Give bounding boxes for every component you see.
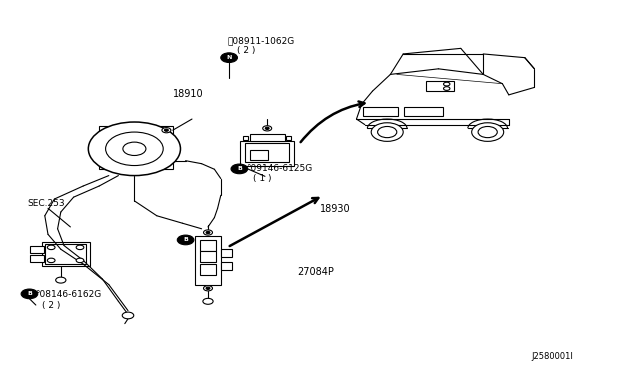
Text: SEC.253: SEC.253 [27,199,65,208]
Circle shape [472,123,504,141]
Circle shape [378,126,397,138]
Bar [404,107,443,116]
Text: J2580001I: J2580001I [531,352,573,361]
Text: ( 2 ): ( 2 ) [237,46,255,55]
Circle shape [444,82,450,86]
Circle shape [206,287,210,289]
Circle shape [123,142,146,155]
Text: B: B [237,166,242,171]
Bar [30,246,44,253]
Bar [250,150,268,160]
Text: °09146-6125G: °09146-6125G [246,164,313,173]
Circle shape [76,245,84,250]
Circle shape [21,289,38,299]
Circle shape [162,128,171,133]
Bar [45,244,86,264]
Bar [42,242,90,266]
Bar [286,136,291,140]
Bar [363,107,398,116]
Bar [221,262,232,270]
Bar [30,255,44,262]
Circle shape [106,132,163,166]
Bar [200,251,216,262]
Bar [243,136,248,140]
Bar [240,141,294,166]
Circle shape [204,286,212,291]
Bar [200,264,216,275]
Bar [99,126,173,169]
Text: 18910: 18910 [173,89,204,99]
Circle shape [478,126,497,138]
Circle shape [444,87,450,90]
Circle shape [266,127,269,129]
Bar [250,134,285,141]
Text: B: B [183,237,188,243]
Circle shape [371,123,403,141]
Circle shape [47,245,55,250]
Text: °08146-6162G: °08146-6162G [35,291,102,299]
Text: 27084P: 27084P [298,267,335,277]
Text: 18930: 18930 [320,204,351,214]
Circle shape [177,235,194,245]
Text: ( 1 ): ( 1 ) [253,174,271,183]
Text: ( 2 ): ( 2 ) [42,301,60,310]
Bar [245,143,289,162]
Circle shape [263,126,272,131]
Circle shape [206,231,210,234]
Circle shape [231,164,248,174]
Bar [221,249,232,257]
Circle shape [221,53,237,62]
Circle shape [76,258,84,263]
Circle shape [88,122,180,176]
Circle shape [203,298,213,304]
Text: B: B [27,291,32,296]
Text: ⓝ08911-1062G: ⓝ08911-1062G [227,36,294,45]
Circle shape [122,312,134,319]
Circle shape [47,258,55,263]
Bar [426,81,454,91]
Circle shape [164,129,168,131]
Bar [195,236,221,285]
Text: N: N [227,55,232,60]
Circle shape [204,230,212,235]
Circle shape [56,277,66,283]
Bar [200,240,216,251]
